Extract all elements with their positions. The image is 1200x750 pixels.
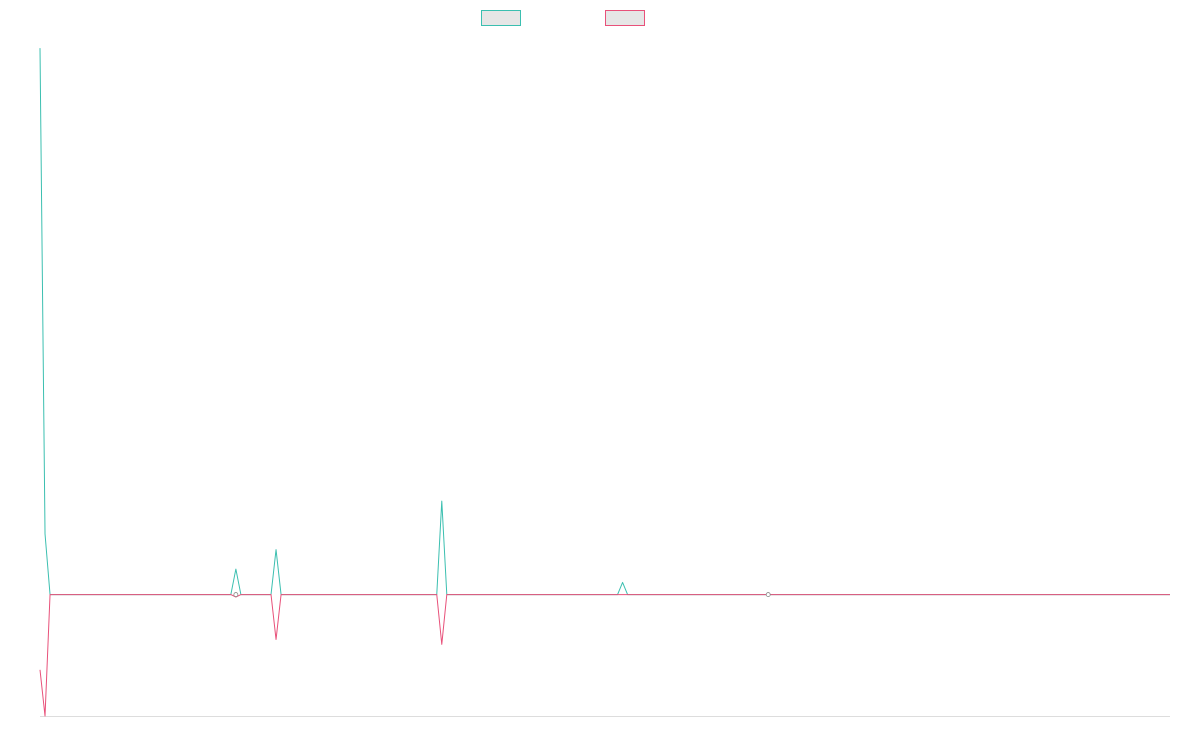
series-line-2 bbox=[39, 594, 1170, 717]
point-marker-2 bbox=[765, 592, 771, 597]
legend[interactable] bbox=[481, 10, 645, 26]
point-marker-1 bbox=[233, 592, 239, 597]
series-lines bbox=[39, 48, 1170, 717]
point-markers bbox=[233, 592, 771, 597]
legend-swatch-series-1[interactable] bbox=[481, 10, 521, 26]
legend-swatch-series-2[interactable] bbox=[605, 10, 645, 26]
series-line-1 bbox=[39, 48, 1170, 596]
